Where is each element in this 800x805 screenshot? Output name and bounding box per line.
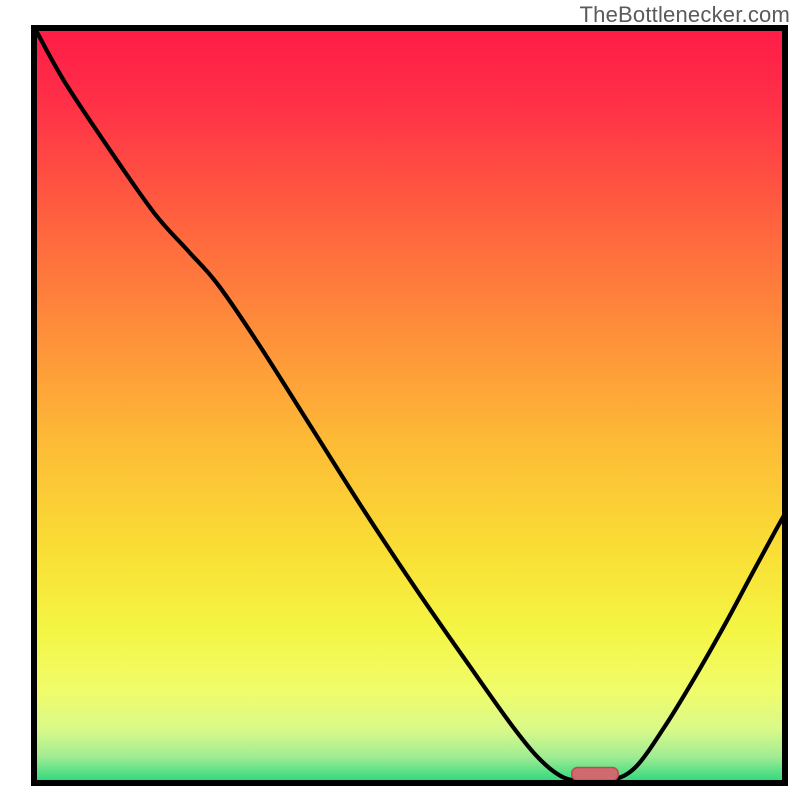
gradient-background — [34, 28, 785, 783]
chart-svg — [0, 0, 800, 800]
watermark-text: TheBottlenecker.com — [580, 2, 790, 28]
optimal-marker — [572, 768, 619, 781]
bottleneck-chart: TheBottlenecker.com — [0, 0, 800, 800]
